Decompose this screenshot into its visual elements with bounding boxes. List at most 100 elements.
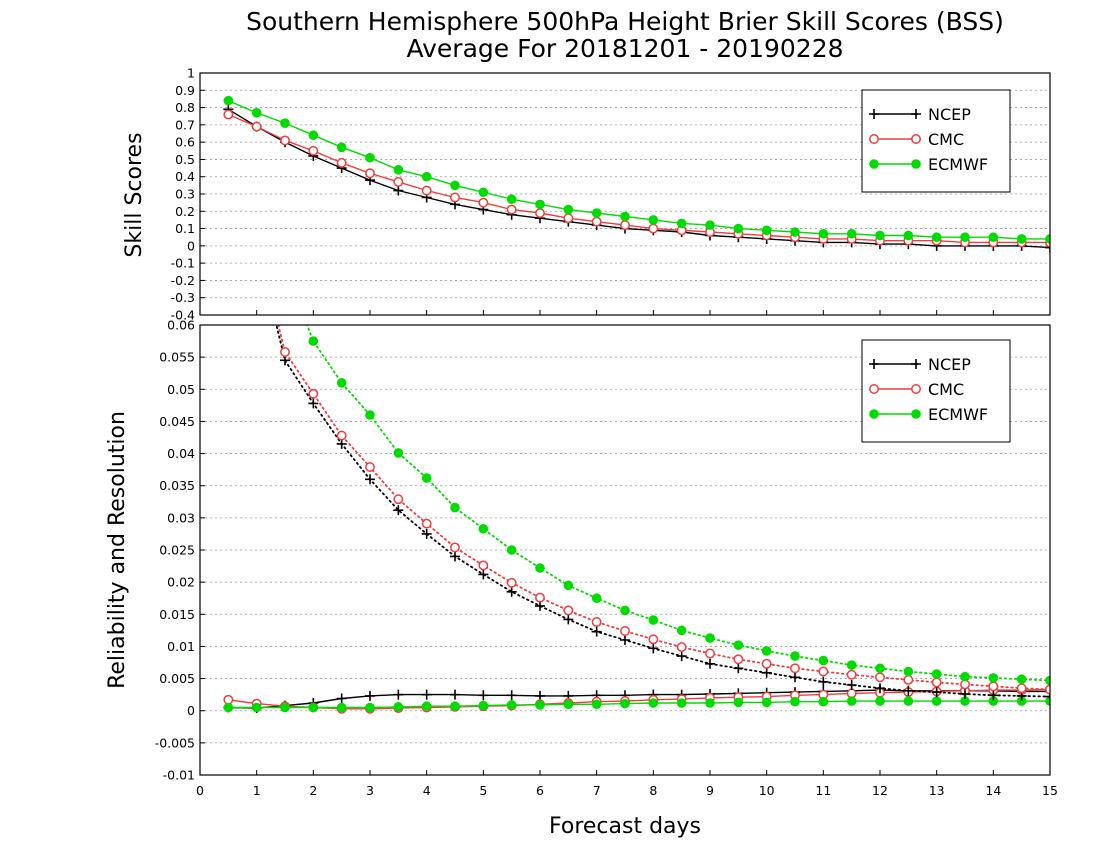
ecmwf-resolution-point [450,502,460,513]
ecmwf-point [563,204,574,215]
relres-ytick-label: 0.035 [159,478,195,493]
ecmwf-resolution-point [818,655,829,666]
skill-legend-cmc-marker [869,134,879,144]
relres-ytick-label: 0.005 [159,671,195,686]
ncep-resolution-point [846,680,857,690]
ncep-reliability-point [478,690,489,701]
ecmwf-point [393,165,404,175]
ecmwf-resolution-point [535,563,545,573]
cmc-point [591,216,602,227]
ecmwf-reliability-point [308,702,319,713]
ncep-resolution-point [365,474,375,485]
figure-title-line2: Average For 20181201 - 20190228 [406,34,843,63]
ncep-resolution-point [960,689,970,699]
ecmwf-reliability-point [875,696,885,706]
ecmwf-point [790,227,800,237]
ecmwf-reliability-point [1045,696,1050,706]
skill-legend-ncep-marker [869,109,879,119]
ncep-reliability-point [393,689,404,700]
ecmwf-point [1045,234,1050,244]
ecmwf-resolution-point [591,593,602,604]
cmc-resolution-point [535,592,545,603]
ecmwf-resolution-point [478,523,489,534]
ncep-resolution-point [1045,691,1050,702]
ecmwf-reliability-point [790,696,800,707]
ecmwf-reliability-point [960,696,970,706]
ecmwf-point [506,194,517,204]
skill-plot-area [223,95,1050,253]
ecmwf-reliability-point [620,698,630,709]
cmc-point [223,109,234,120]
xtick-label: 2 [309,783,317,798]
ecmwf-resolution-point [1045,675,1050,686]
cmc-resolution-point [421,518,432,529]
ecmwf-point [421,171,432,182]
xtick-label: 12 [872,783,888,798]
relres-ytick-label: 0.025 [159,543,195,558]
skill-ytick-label: 0.1 [175,221,195,236]
ncep-resolution-point [506,586,517,597]
relres-legend-cmc-label: CMC [928,380,964,399]
ecmwf-point [478,187,489,198]
cmc-resolution-point [818,666,829,677]
xtick-label: 1 [253,783,261,798]
relres-ytick-label: 0.06 [167,318,195,333]
xtick-label: 0 [196,783,204,798]
ncep-reliability-point [421,689,432,700]
cmc-point [535,208,545,218]
relres-legend-cmc-marker [911,384,921,394]
reliability-resolution-ylabel: Reliability and Resolution [105,411,130,689]
ncep-reliability-point [535,690,545,701]
cmc-resolution-point [846,669,857,680]
ecmwf-reliability-point [280,702,290,713]
relres-legend: NCEP CMC ECMWF [861,339,1011,443]
cmc-point [620,220,630,231]
skill-ytick-label: 1 [187,66,195,81]
relres-ytick-label: 0.055 [159,350,195,365]
skill-legend-cmc-label: CMC [928,130,964,149]
xtick-label: 13 [929,783,945,798]
ecmwf-resolution-point [336,378,347,388]
ncep-resolution-point [336,438,347,449]
cmc-resolution-point [705,648,715,659]
skill-ytick-label: 0.4 [175,169,195,184]
xtick-label: 4 [423,783,431,798]
skill-ytick-label: 0.9 [175,83,195,98]
skill-ytick-label: 0.7 [175,117,195,132]
ecmwf-reliability-point [705,698,715,708]
cmc-point [393,176,404,187]
skill-ytick-label: -0.3 [171,290,195,305]
ncep-resolution-point [875,683,885,694]
ncep-reliability-point [506,690,517,701]
ecmwf-resolution-line [306,325,1050,682]
cmc-resolution-point [620,626,630,636]
relres-plot-area [223,325,1050,714]
relres-frame [199,324,1051,776]
cmc-resolution-point [450,542,460,553]
skill-ytick-label: -0.4 [171,308,195,323]
ncep-resolution-point [931,687,942,698]
ecmwf-reliability-point [421,701,432,712]
relres-ytick-label: 0.05 [167,382,195,397]
relres-ytick-label: 0.015 [159,607,195,622]
ecmwf-reliability-point [903,696,914,706]
ecmwf-point [875,230,885,241]
ecmwf-resolution-point [620,605,630,616]
ecmwf-point [365,152,375,163]
ecmwf-point [535,199,545,210]
ecmwf-resolution-point [761,646,772,656]
ecmwf-resolution-point [506,545,517,555]
cmc-resolution-point [591,617,602,627]
relres-ytick-label: 0 [187,703,195,718]
ecmwf-point [620,211,630,222]
cmc-resolution-point [280,347,290,357]
skill-ytick-label: 0.3 [175,187,195,202]
ecmwf-point [818,228,829,239]
xtick-label: 5 [479,783,487,798]
ecmwf-reliability-point [450,701,460,712]
ecmwf-reliability-point [478,700,489,711]
ncep-resolution-point [535,600,545,611]
ecmwf-point [280,118,290,128]
ecmwf-reliability-point [761,697,772,708]
